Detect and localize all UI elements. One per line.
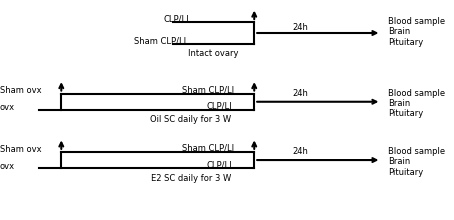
Text: CLP/LI: CLP/LI	[207, 102, 232, 111]
Text: Sham CLP/LI: Sham CLP/LI	[182, 144, 234, 152]
Text: E2 SC daily for 3 W: E2 SC daily for 3 W	[151, 174, 231, 183]
Text: Brain: Brain	[388, 99, 410, 108]
Text: 24h: 24h	[293, 89, 309, 98]
Text: Intact ovary: Intact ovary	[188, 50, 239, 58]
Text: CLP/LI: CLP/LI	[163, 14, 189, 23]
Text: Blood sample: Blood sample	[388, 18, 445, 26]
Text: Blood sample: Blood sample	[388, 147, 445, 156]
Text: Sham CLP/LI: Sham CLP/LI	[182, 85, 234, 94]
Text: Pituitary: Pituitary	[388, 38, 424, 47]
Text: Brain: Brain	[388, 28, 410, 36]
Text: Sham ovx: Sham ovx	[0, 145, 42, 154]
Text: ovx: ovx	[0, 162, 15, 170]
Text: Pituitary: Pituitary	[388, 168, 424, 176]
Text: Brain: Brain	[388, 157, 410, 166]
Text: CLP/LI: CLP/LI	[207, 160, 232, 169]
Text: ovx: ovx	[0, 103, 15, 112]
Text: Blood sample: Blood sample	[388, 89, 445, 98]
Text: 24h: 24h	[293, 23, 309, 32]
Text: Sham CLP/LI: Sham CLP/LI	[134, 36, 186, 45]
Text: Sham ovx: Sham ovx	[0, 86, 42, 95]
Text: Pituitary: Pituitary	[388, 109, 424, 118]
Text: Oil SC daily for 3 W: Oil SC daily for 3 W	[150, 116, 231, 124]
Text: 24h: 24h	[293, 147, 309, 156]
